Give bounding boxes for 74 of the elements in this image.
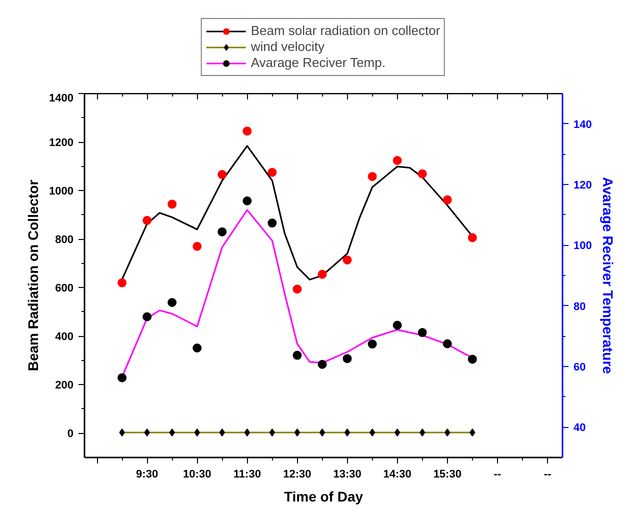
y-tick-label: 1400 [49,92,74,104]
point [218,170,227,180]
y-tick-label: 1000 [49,186,74,198]
legend-label: Avarage Reciver Temp. [250,54,386,70]
point [420,428,426,437]
point [244,428,250,437]
y-tick-label: 600 [55,282,74,295]
point [319,428,326,437]
y-tick-label: 1200 [49,137,74,150]
point [318,270,327,279]
point [470,428,476,437]
point [442,195,452,204]
y2-tick-label: 120 [574,180,592,192]
y-tick-label: 200 [55,380,74,392]
x-tick-label: 11:30 [233,468,261,480]
point [218,227,227,236]
x-tick-label: 12:30 [283,468,312,480]
point [342,255,352,264]
point [342,354,352,364]
point [468,354,477,364]
y2-axis-title: Avarage Reciver Temperature [600,177,616,374]
point [268,168,277,177]
point [294,428,300,437]
point [418,328,427,338]
point [368,340,377,349]
point [468,233,477,242]
point [119,428,125,437]
point [394,428,400,437]
point [144,428,150,437]
point [169,428,175,437]
point [392,156,402,165]
y-axis-title: Beam Radiation on Collector [25,179,42,372]
point [392,320,402,330]
point [268,218,277,228]
x-tick-label: 15:30 [433,468,462,480]
y-tick-label: 400 [55,331,74,344]
point [242,126,252,136]
point [194,428,200,437]
x-tick-label: 14:30 [383,468,412,480]
legend-label: wind velocity [250,38,325,54]
y2-tick-label: 100 [574,240,592,252]
point [192,344,202,352]
x-tick-label: -- [544,468,552,480]
point [418,169,427,178]
y2-tick-label: 40 [574,422,586,434]
point [118,373,127,382]
point [292,284,302,294]
point [219,428,225,437]
point [318,360,327,369]
y-tick-label: 0 [67,428,74,440]
point [168,200,177,209]
point [242,196,252,206]
x-tick-label: 10:30 [183,468,212,480]
x-tick-label: 13:30 [333,468,362,480]
y-tick-label: 800 [55,234,74,246]
point [192,242,202,251]
y2-tick-label: 140 [574,118,592,131]
point [444,428,450,437]
y2-tick-label: 60 [574,362,586,374]
point [118,278,127,288]
point [369,428,376,437]
x-tick-label: -- [494,468,502,480]
point [344,428,350,437]
x-tick-label: 9:30 [136,468,158,480]
point [442,339,452,348]
point [142,312,152,322]
point [292,350,302,360]
point [168,298,177,307]
x-axis-title: Time of Day [284,488,364,504]
point [142,216,152,225]
legend-label: Beam solar radiation on collector [250,22,440,38]
point [368,172,377,181]
point [269,428,276,437]
y2-tick-label: 80 [574,300,586,313]
